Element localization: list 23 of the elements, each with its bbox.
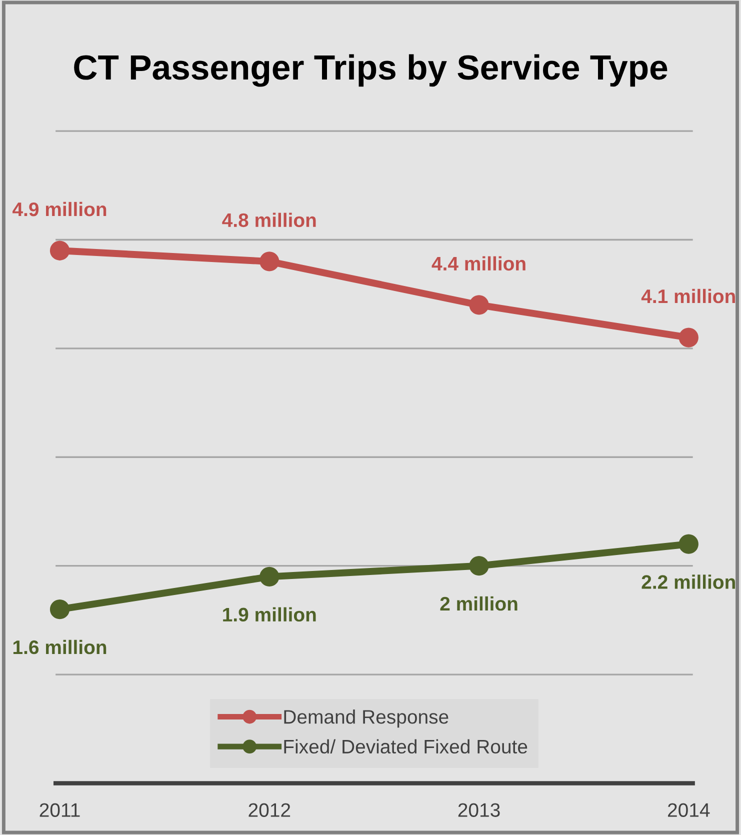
point [678,328,698,348]
point [50,599,70,620]
x-tick-label: 2014 [668,803,710,817]
data-label: 1.6 million [13,640,106,654]
x-tick-label: 2012 [248,803,290,817]
point [469,556,489,576]
data-label: 2 million [440,596,518,611]
point [260,252,280,272]
data-label: 4.4 million [432,256,526,271]
x-tick-label: 2013 [458,803,500,817]
data-label: 1.9 million [223,607,316,622]
legend-label: Demand Response [284,709,448,728]
data-label: 2.2 million [642,574,735,589]
point [50,240,70,260]
chart-title: CT Passenger Trips by Service Type [74,54,668,87]
x-tick-label: 2011 [40,803,80,817]
data-label: 4.8 million [222,212,316,228]
point [260,566,280,587]
data-label: 4.9 million [12,202,106,216]
data-label: 4.1 million [641,288,735,304]
point [678,534,698,554]
legend-label: Fixed/ Deviated Fixed Route [284,739,528,754]
point [469,295,489,315]
